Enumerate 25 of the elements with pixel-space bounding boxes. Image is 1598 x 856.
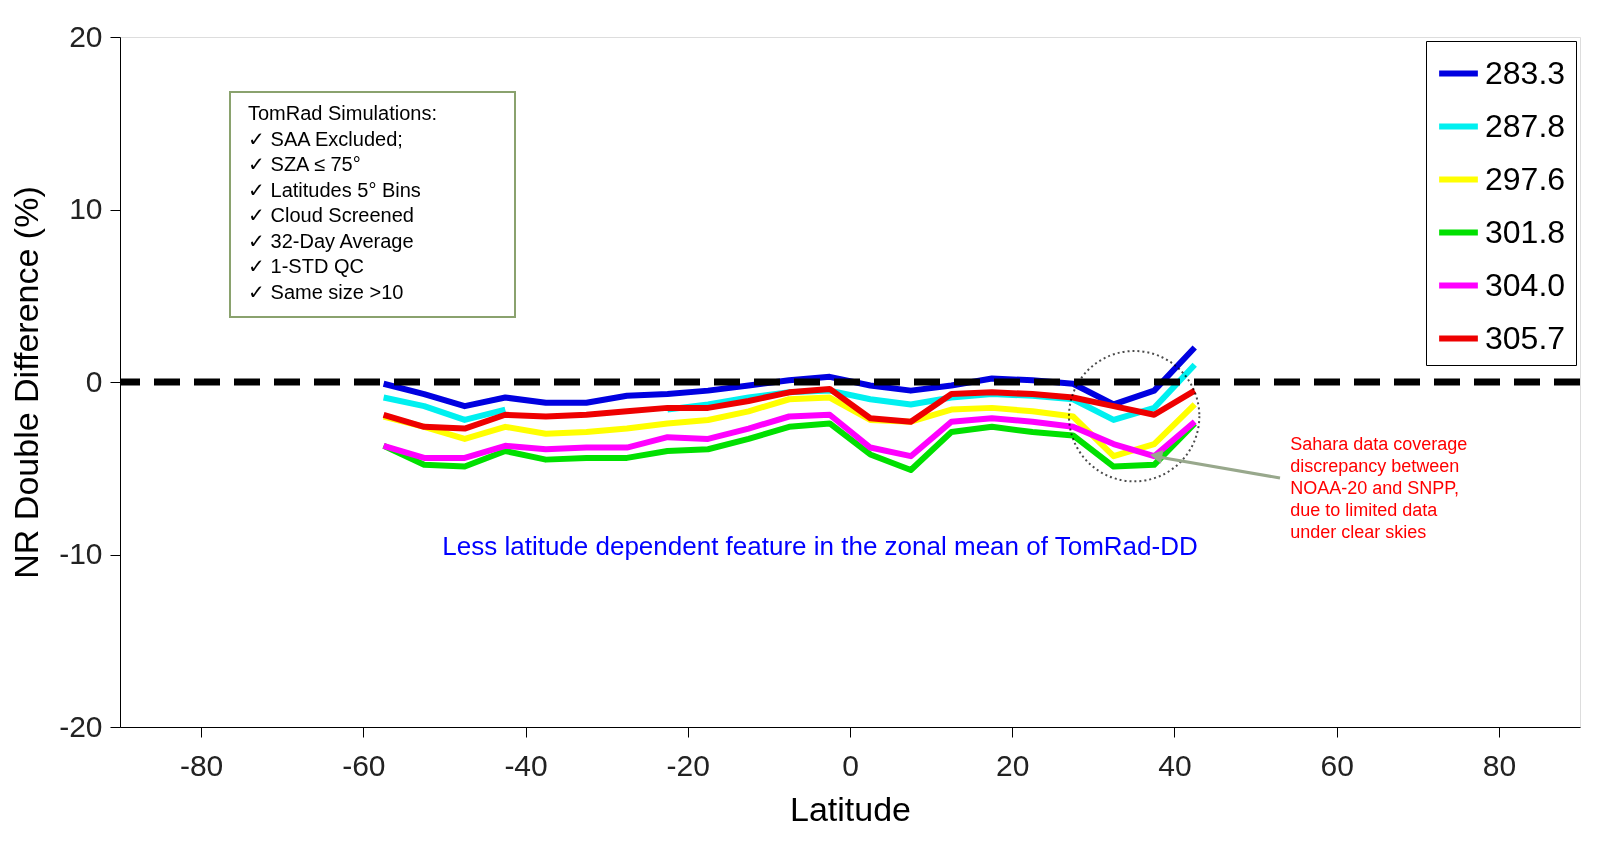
x-tick-label: 40 [1158,748,1192,782]
legend-label: 283.3 [1485,54,1566,91]
x-tick-label: -60 [342,748,386,782]
legend-label: 297.6 [1485,160,1566,197]
x-tick-label: 0 [842,748,859,782]
legend-label: 287.8 [1485,107,1566,144]
x-tick-label: -80 [179,748,224,782]
legend-label: 305.7 [1485,319,1566,356]
x-axis-title: Latitude [790,789,911,828]
annotation: TomRad Simulations: ✓ SAA Excluded; ✓ SZA ≤ 75° ✓ Latitudes 5° Bins ✓ Cloud Screened ✓ 32-Day Average ✓ 1-STD QC ✓ Same size >10 [248,102,437,303]
legend-label: 301.8 [1485,213,1566,250]
y-axis-title: NR Double Difference (%) [7,186,46,579]
annotation: Less latitude dependent feature in the zonal mean of TomRad-DD [442,531,1198,561]
y-tick-label: 20 [69,19,103,53]
legend-label: 304.0 [1485,266,1566,303]
x-tick-label: 60 [1320,748,1354,782]
x-tick-label: 80 [1482,748,1517,782]
y-tick-label: 10 [69,192,103,225]
annotation: Sahara data coverage discrepancy between NOAA-20 and SNPP, due to limited data under clear skies [1290,434,1468,543]
y-tick-label: 0 [85,364,103,398]
y-tick-label: -20 [59,709,103,743]
y-tick-label: -10 [59,537,103,570]
x-tick-label: 20 [996,748,1030,782]
x-tick-label: -40 [504,748,548,782]
x-tick-label: -20 [666,748,710,782]
